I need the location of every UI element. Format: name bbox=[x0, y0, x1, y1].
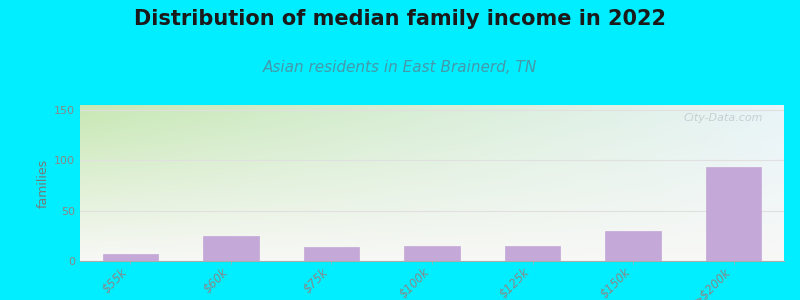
Text: Asian residents in East Brainerd, TN: Asian residents in East Brainerd, TN bbox=[263, 60, 537, 75]
Bar bbox=[505, 246, 560, 261]
Bar bbox=[102, 254, 158, 261]
Y-axis label: families: families bbox=[37, 158, 50, 208]
Text: Distribution of median family income in 2022: Distribution of median family income in … bbox=[134, 9, 666, 29]
Bar bbox=[203, 236, 258, 261]
Bar bbox=[404, 246, 460, 261]
Bar bbox=[706, 167, 762, 261]
Bar bbox=[304, 247, 359, 261]
Text: City-Data.com: City-Data.com bbox=[683, 113, 763, 123]
Bar bbox=[606, 231, 661, 261]
